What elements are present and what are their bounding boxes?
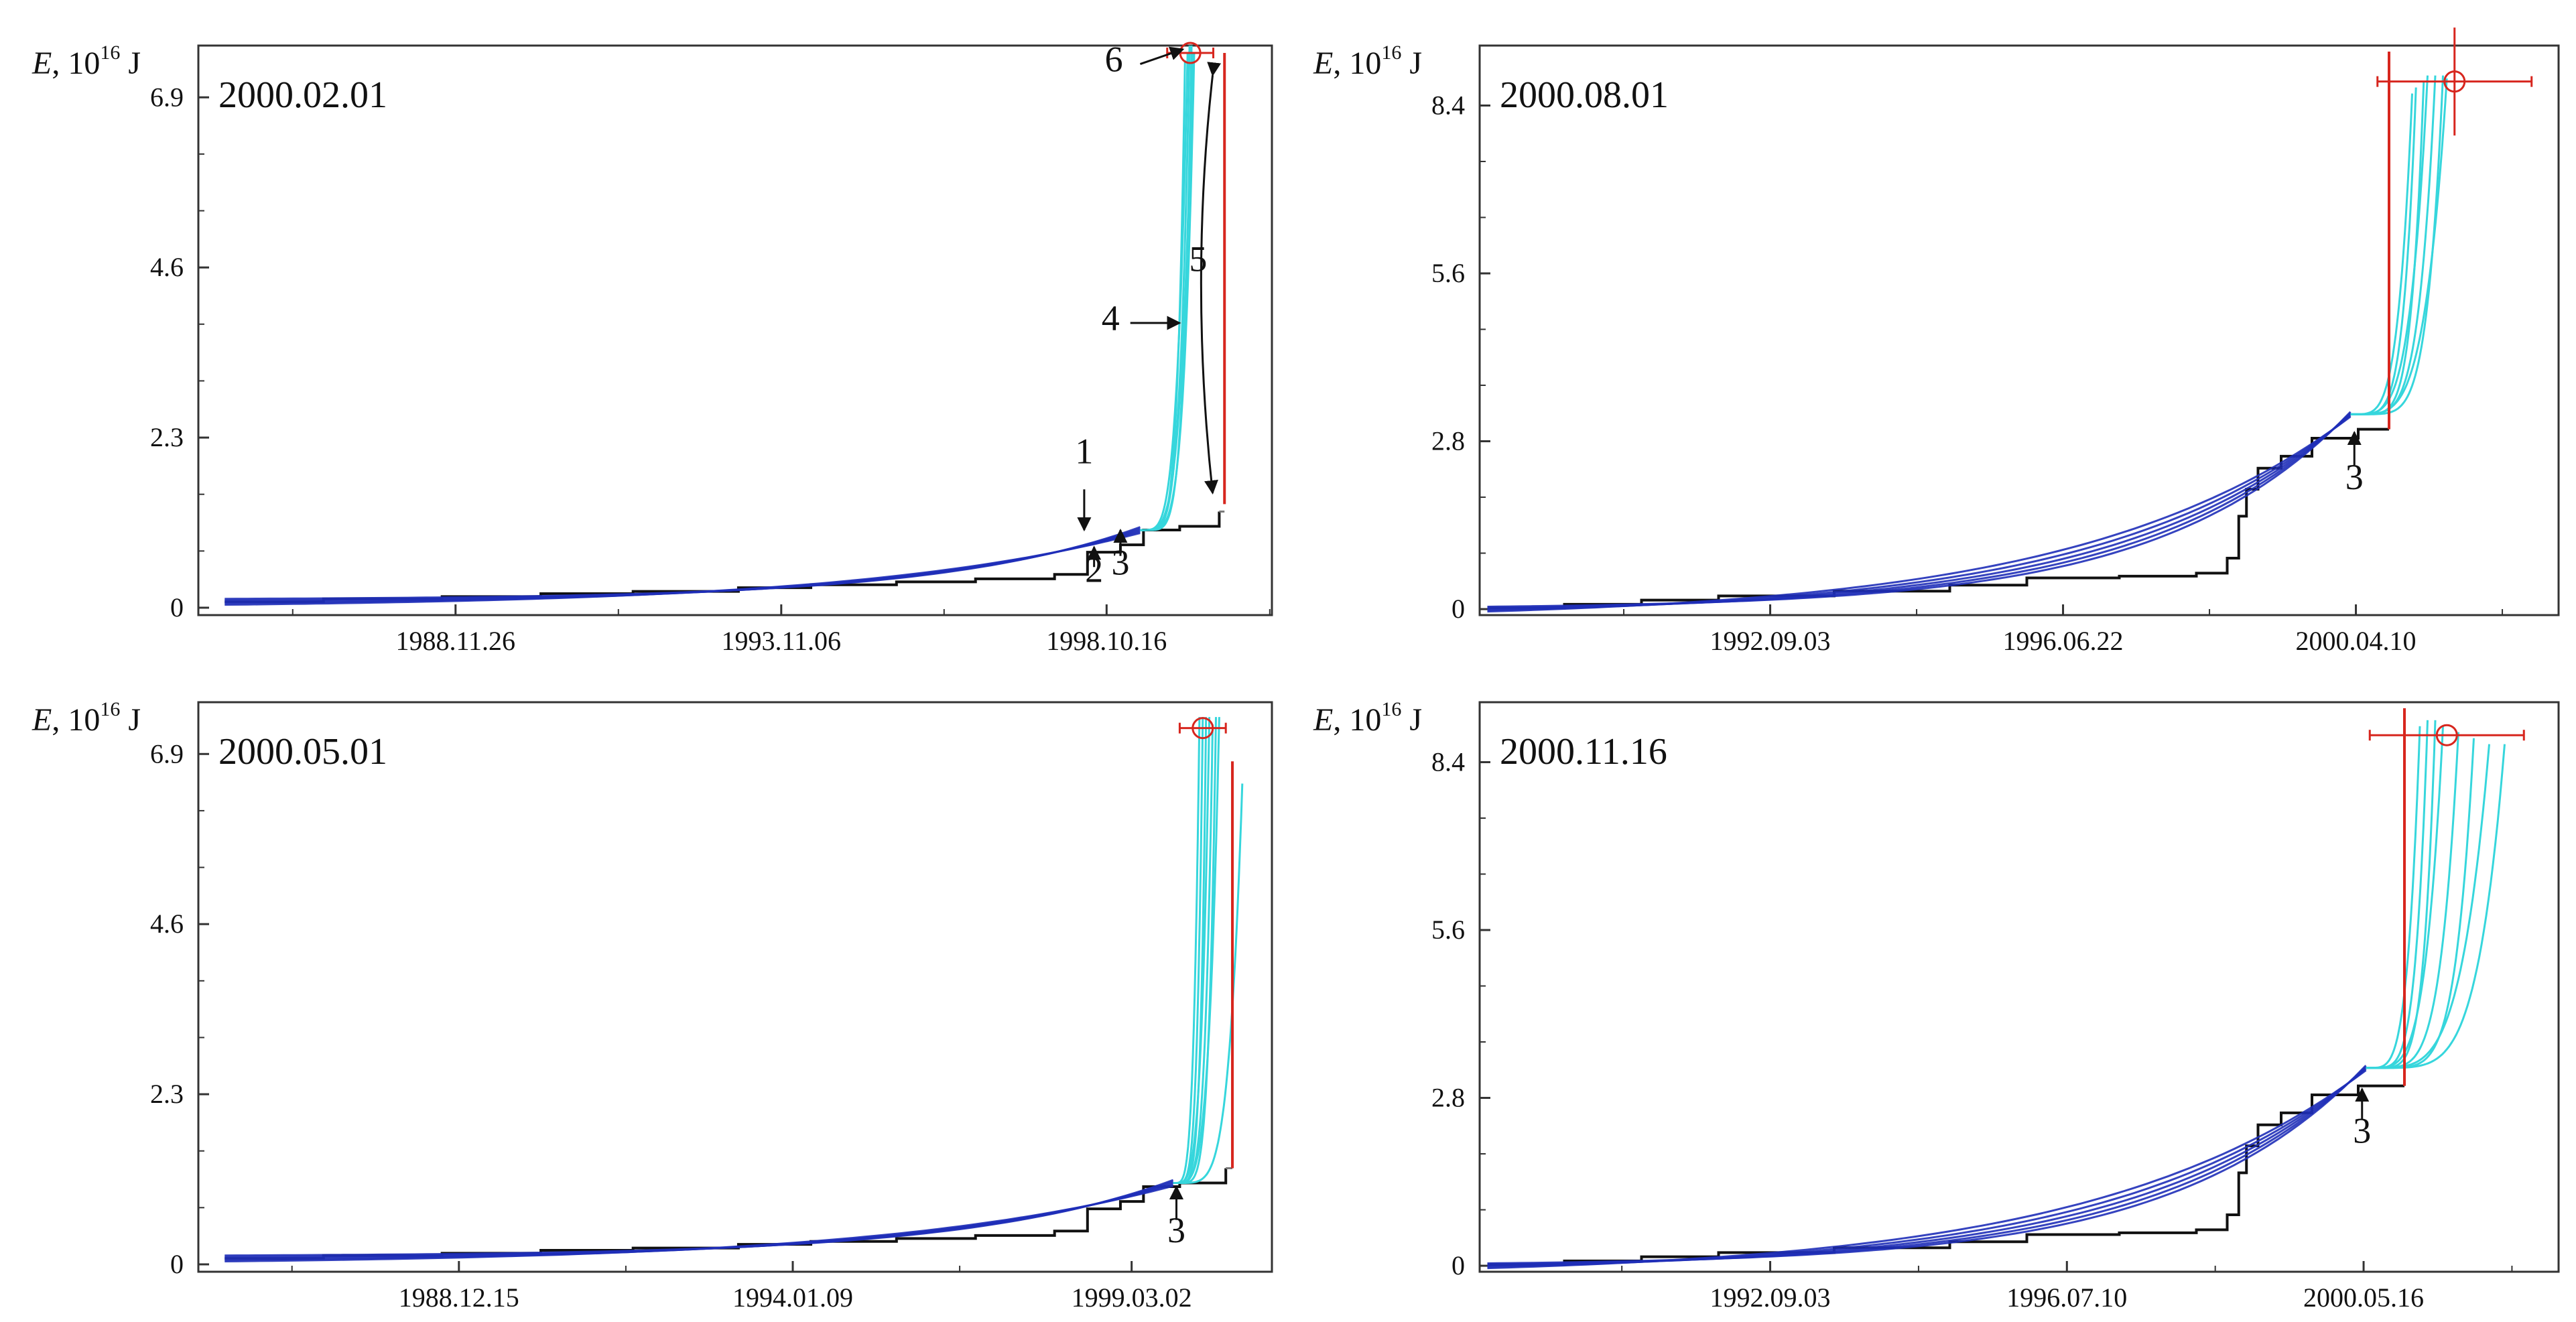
plot-frame [1478,44,2560,616]
y-tick-label: 2.3 [150,422,184,452]
event-marker [2435,724,2458,746]
y-axis-label-exp: 16 [1381,698,1401,720]
x-tick-label: 1996.07.10 [2006,1282,2127,1313]
y-tick-label: 6.9 [150,738,184,769]
x-tick-label: 2000.05.16 [2303,1282,2424,1313]
y-tick-label: 8.4 [1431,746,1465,777]
y-axis-label: E, 1016 J [31,698,141,738]
y-axis-label-unit: J [120,46,141,81]
fit-curve-early [224,1185,1173,1262]
y-axis-label-unit: J [1401,46,1422,81]
y-tick-label: 0 [170,592,184,622]
annotation-arrow [1139,46,1185,66]
chart-panel-p2: 0 2.8 5.6 8.4 1992.09.03 1996.06.22 2000.04.10… [1313,27,2560,656]
x-tick-label: 1992.09.03 [1710,626,1831,656]
x-tick-label: 2000.04.10 [2296,626,2417,656]
annotation-label: 4 [1102,298,1120,338]
panel-date: 2000.08.01 [1500,74,1669,116]
y-axis-label-exp: 16 [100,42,120,64]
y-axis-label-sep: , [52,702,68,738]
fit-curve-early [1487,1065,2367,1264]
panel-date: 2000.05.01 [218,731,387,773]
fit-curve-projection [2350,78,2448,415]
fit-curve-early [1487,413,2352,610]
x-tick-label: 1999.03.02 [1072,1282,1192,1313]
x-tick-label: 1992.09.03 [1710,1282,1831,1313]
y-axis-label-unit: J [120,702,141,738]
fit-curve-projection [2366,726,2421,1069]
fit-curve-projection [1140,60,1186,531]
fit-curve-projection [2350,87,2417,415]
y-axis-label-base: 10 [1349,702,1381,738]
y-axis-label: E, 1016 J [31,42,141,81]
plot-frame [197,44,1273,616]
y-axis-label-sep: , [1333,46,1349,81]
fit-curve-projection [2366,744,2506,1069]
annotation-label: 5 [1189,239,1207,279]
y-axis-label-unit: J [1401,702,1422,738]
x-tick-label: 1993.11.06 [722,626,842,656]
x-tick-label: 1994.01.09 [732,1282,853,1313]
y-axis-label-sep: , [52,46,68,81]
x-tick-label: 1996.06.22 [2003,626,2124,656]
y-axis-label-base: 10 [68,702,100,738]
y-axis-label-var: E [31,702,52,738]
fit-curve-projection [1173,783,1244,1184]
y-axis-label-var: E [1313,46,1333,81]
event-marker [2443,70,2466,93]
y-tick-label: 0 [1452,594,1465,624]
y-axis-label-exp: 16 [100,698,120,720]
fit-curve-early [1487,1068,2367,1268]
panel-date: 2000.02.01 [218,74,387,116]
fit-curve-early [224,1179,1174,1257]
y-axis-label-var: E [1313,702,1333,738]
y-tick-label: 5.6 [1431,258,1465,288]
y-tick-label: 4.6 [150,909,184,939]
fit-curve-early [1487,1067,2367,1267]
plot-frame [197,701,1273,1273]
y-axis-label-var: E [31,46,52,81]
observed-energy-staircase [224,1168,1228,1260]
y-axis-label-base: 10 [68,46,100,81]
fit-curve-projection [1173,717,1201,1184]
fit-curve-early [224,532,1141,606]
y-tick-label: 4.6 [150,252,184,282]
plot-frame [1478,701,2560,1273]
y-tick-label: 2.3 [150,1079,184,1109]
y-axis-label: E, 1016 J [1313,42,1422,81]
y-tick-label: 0 [170,1249,184,1279]
fit-curve-early [224,526,1141,600]
y-axis-label-sep: , [1333,702,1349,738]
x-tick-label: 1988.11.26 [396,626,516,656]
annotation-label: 6 [1105,40,1123,80]
observed-energy-staircase [1487,427,2389,610]
y-tick-label: 6.9 [150,82,184,112]
y-axis-label: E, 1016 J [1313,698,1422,738]
annotation-label: 1 [1075,432,1093,472]
chart-panel-p3: 0 2.3 4.6 6.9 1988.12.15 1994.01.09 1999.03.02… [31,698,1273,1313]
y-axis-label-base: 10 [1349,46,1381,81]
y-tick-label: 5.6 [1431,915,1465,945]
fit-curve-projection [1140,45,1191,531]
x-tick-label: 1998.10.16 [1046,626,1167,656]
y-tick-label: 2.8 [1431,1083,1465,1113]
y-tick-label: 0 [1452,1250,1465,1280]
x-tick-label: 1988.12.15 [399,1282,519,1313]
y-axis-label-exp: 16 [1381,42,1401,64]
chart-panel-p1: 0 2.3 4.6 6.9 1988.11.26 1993.11.06 1998.10.16… [31,40,1273,656]
fit-curve-early [224,1180,1174,1258]
y-tick-label: 8.4 [1431,90,1465,120]
fit-curve-early [1487,411,2352,608]
y-tick-label: 2.8 [1431,426,1465,456]
event-marker [1192,717,1214,740]
observed-energy-staircase [224,511,1221,604]
annotation-arrow-double [1200,62,1222,494]
chart-panel-p4: 0 2.8 5.6 8.4 1992.09.03 1996.07.10 2000.05.16… [1313,698,2560,1313]
panel-date: 2000.11.16 [1500,731,1667,773]
fit-curve-early [224,527,1141,602]
fit-curve-early [1487,414,2352,612]
